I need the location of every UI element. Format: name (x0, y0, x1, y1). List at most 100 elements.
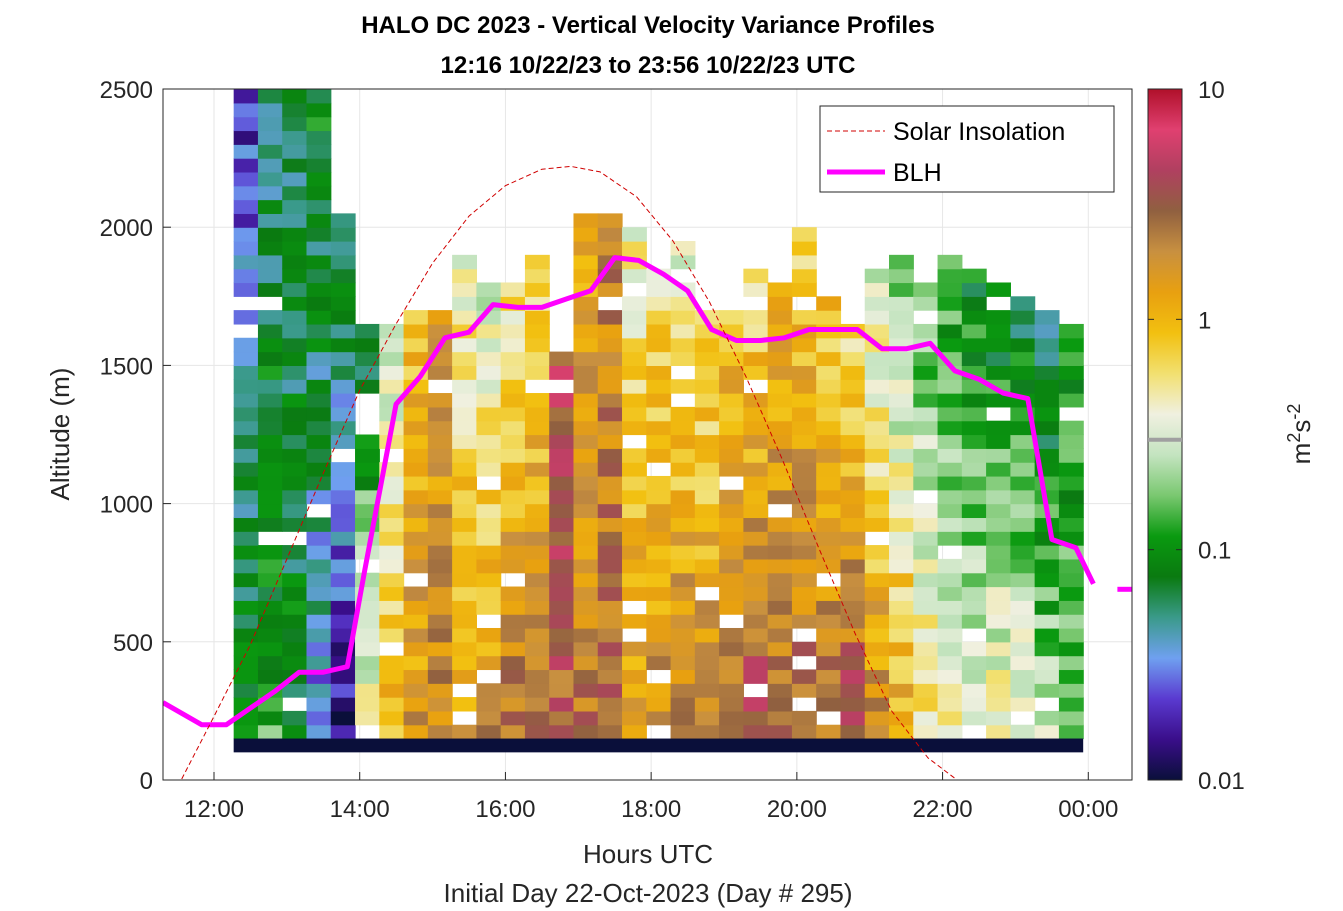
heatmap-cell (524, 531, 550, 546)
heatmap-cell (524, 489, 550, 505)
heatmap-cell (452, 627, 477, 643)
heatmap-cell (767, 600, 793, 615)
heatmap-cell (864, 310, 890, 325)
heatmap-cell (913, 393, 939, 408)
heatmap-cell (282, 213, 308, 228)
heatmap-cell (500, 503, 526, 519)
heatmap-cell (330, 323, 356, 339)
heatmap-cell (476, 655, 502, 671)
heatmap-cell (597, 627, 623, 643)
heatmap-cell (452, 365, 477, 380)
heatmap-cell (961, 572, 987, 588)
heatmap-cell (573, 448, 599, 463)
heatmap-cell (840, 558, 866, 574)
heatmap-cell (573, 683, 599, 698)
heatmap-cell (427, 545, 453, 560)
heatmap-cell (355, 572, 380, 588)
heatmap-cell (961, 282, 987, 297)
heatmap-cell (427, 503, 453, 519)
heatmap-cell (1010, 614, 1036, 629)
heatmap-cell (379, 323, 405, 339)
heatmap-cell (719, 420, 744, 436)
heatmap-cell (622, 531, 647, 546)
heatmap-cell (355, 655, 380, 671)
heatmap-cell (282, 310, 308, 325)
heatmap-cell (816, 448, 842, 463)
heatmap-cell (549, 710, 575, 726)
heatmap-cell (476, 697, 502, 712)
heatmap-cell (816, 406, 842, 422)
heatmap-cell (767, 393, 793, 408)
heatmap-cell (1010, 462, 1036, 477)
heatmap-cell (816, 614, 842, 629)
heatmap-cell (719, 669, 744, 684)
heatmap-cell (961, 462, 987, 477)
heatmap-cell (937, 697, 963, 712)
heatmap-cell (257, 724, 283, 740)
heatmap-cell (257, 600, 283, 615)
heatmap-cell (694, 669, 720, 684)
heatmap-cell (233, 572, 259, 588)
heatmap-cell (840, 641, 866, 657)
heatmap-cell (573, 697, 599, 712)
heatmap-cell (622, 669, 647, 684)
heatmap-cell (597, 572, 623, 588)
heatmap-cell (646, 697, 672, 712)
heatmap-cell (500, 683, 526, 698)
heatmap-cell (743, 351, 769, 366)
heatmap-cell (476, 393, 502, 408)
heatmap-cell (864, 683, 890, 698)
heatmap-cell (646, 475, 672, 491)
heatmap-cell (330, 531, 356, 546)
heatmap-cell (233, 545, 259, 560)
heatmap-cell (840, 669, 866, 684)
heatmap-cell (282, 254, 308, 270)
heatmap-cell (1034, 365, 1060, 380)
heatmap-cell (986, 282, 1011, 297)
heatmap-cell (233, 130, 259, 145)
heatmap-cell (452, 337, 477, 353)
heatmap-cell (719, 627, 744, 643)
heatmap-cell (573, 241, 599, 256)
heatmap-cell (937, 254, 963, 270)
heatmap-cell (816, 558, 842, 574)
heatmap-cell (646, 683, 672, 698)
heatmap-cell (791, 531, 817, 546)
heatmap-cell (961, 420, 987, 436)
heatmap-cell (306, 102, 332, 118)
heatmap-cell (524, 393, 550, 408)
heatmap-cell (452, 310, 477, 325)
heatmap-cell (840, 462, 866, 477)
heatmap-cell (767, 475, 793, 491)
heatmap-cell (306, 130, 332, 145)
heatmap-cell (961, 614, 987, 629)
heatmap-cell (524, 724, 550, 740)
heatmap-cell (743, 420, 769, 436)
heatmap-cell (500, 365, 526, 380)
heatmap-cell (864, 365, 890, 380)
heatmap-cell (573, 600, 599, 615)
heatmap-cell (767, 282, 793, 297)
heatmap-cell (864, 420, 890, 436)
heatmap-cell (986, 310, 1011, 325)
heatmap-cell (694, 531, 720, 546)
heatmap-cell (500, 627, 526, 643)
heatmap-cell (257, 282, 283, 297)
heatmap-cell (403, 420, 429, 436)
heatmap-cell (306, 393, 332, 408)
heatmap-cell (889, 462, 914, 477)
heatmap-cell (719, 558, 744, 574)
heatmap-cell (889, 683, 914, 698)
heatmap-cell (791, 254, 817, 270)
heatmap-cell (597, 614, 623, 629)
heatmap-cell (816, 517, 842, 532)
heatmap-cell (1058, 558, 1084, 574)
heatmap-cell (694, 323, 720, 339)
heatmap-cell (379, 683, 405, 698)
heatmap-cell (961, 545, 987, 560)
heatmap-cell (1058, 503, 1084, 519)
heatmap-cell (670, 572, 696, 588)
heatmap-cell (476, 572, 502, 588)
y-tick-label: 500 (113, 630, 153, 657)
heatmap-cell (743, 641, 769, 657)
